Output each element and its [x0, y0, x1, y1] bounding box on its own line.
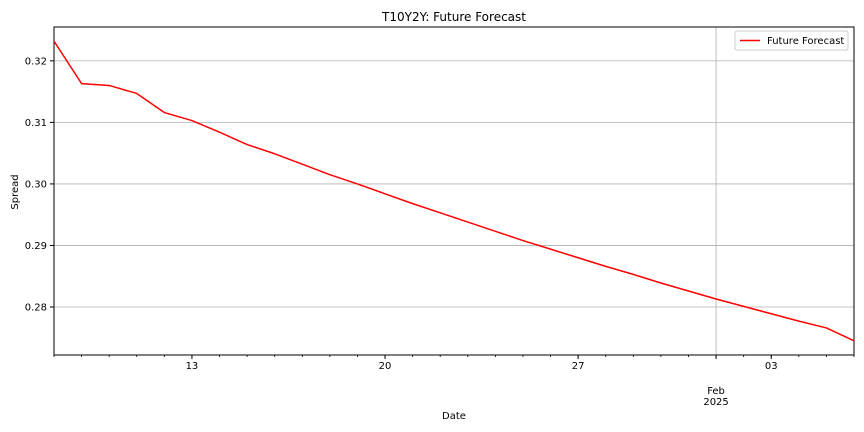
x-tick-label: 27	[572, 361, 585, 372]
plot-area	[53, 26, 855, 356]
legend: Future Forecast	[734, 30, 849, 51]
series-layer	[53, 40, 855, 342]
y-tick-label: 0.30	[25, 179, 47, 190]
y-tick-label: 0.32	[25, 56, 47, 67]
x-axis-label: Date	[442, 411, 466, 422]
y-tick-label: 0.29	[25, 241, 47, 252]
grid-lines	[54, 27, 854, 355]
x-tick-label: 03	[765, 361, 778, 372]
x-tick-sublabel: 2025	[703, 397, 728, 408]
y-tick-label: 0.28	[25, 303, 47, 314]
series-line	[53, 40, 855, 342]
legend-label: Future Forecast	[767, 36, 844, 47]
legend-box	[734, 30, 849, 51]
y-axis-label: Spread	[10, 174, 21, 209]
x-tick-label: Feb	[707, 386, 725, 397]
x-tick-label: 20	[379, 361, 392, 372]
chart-title: T10Y2Y: Future Forecast	[381, 10, 526, 24]
y-tick-label: 0.31	[25, 118, 47, 129]
x-tick-label: 13	[186, 361, 199, 372]
y-axis-ticks: 0.28 0.29 0.30 0.31 0.32	[25, 56, 54, 314]
